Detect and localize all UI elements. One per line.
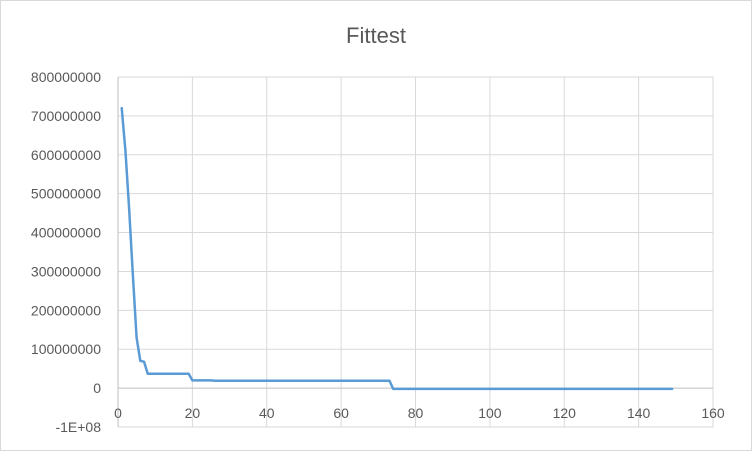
chart-title: Fittest xyxy=(346,23,406,48)
y-tick-label: 400000000 xyxy=(31,225,101,241)
y-tick-label: 600000000 xyxy=(31,147,101,163)
x-tick-label: 80 xyxy=(408,405,424,421)
series-line xyxy=(120,106,674,391)
x-tick-label: 120 xyxy=(553,405,577,421)
x-tick-label: 100 xyxy=(478,405,502,421)
series-lines xyxy=(120,106,674,391)
x-tick-label: 160 xyxy=(701,405,725,421)
tick-labels: 0 20 40 60 80 100 120 140 160 800000000 700000000 6… xyxy=(31,69,725,435)
y-tick-label: 100000000 xyxy=(31,341,101,357)
y-tick-label: 700000000 xyxy=(31,108,101,124)
x-tick-label: 20 xyxy=(185,405,201,421)
x-tick-label: 0 xyxy=(114,405,122,421)
y-tick-label: 0 xyxy=(93,380,101,396)
y-tick-label: 500000000 xyxy=(31,186,101,202)
gridlines xyxy=(118,76,714,428)
x-tick-label: 140 xyxy=(627,405,651,421)
y-tick-label: -1E+08 xyxy=(55,419,101,435)
x-tick-label: 60 xyxy=(333,405,349,421)
y-tick-label: 300000000 xyxy=(31,263,101,279)
y-tick-label: 200000000 xyxy=(31,302,101,318)
y-tick-label: 800000000 xyxy=(31,69,101,85)
x-tick-label: 40 xyxy=(259,405,275,421)
